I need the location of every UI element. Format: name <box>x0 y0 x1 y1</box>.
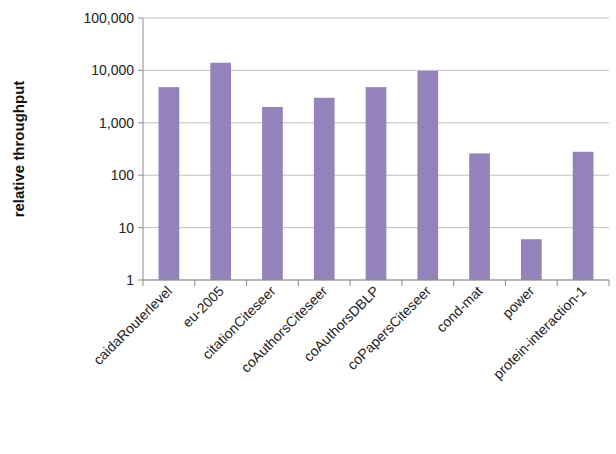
y-tick <box>138 227 143 228</box>
y-tick <box>138 70 143 71</box>
x-tick <box>453 280 454 286</box>
bar <box>573 152 594 280</box>
y-tick-label: 100 <box>111 167 135 183</box>
x-axis-line <box>143 280 609 281</box>
x-tick-label: caidaRouterlevel <box>90 283 175 368</box>
y-tick <box>138 18 143 19</box>
bar <box>417 71 438 280</box>
chart-svg: 1 10 100 1,000 10,000 100,000 caidaRouterlevel… <box>0 0 616 454</box>
y-tick-label: 10,000 <box>91 62 134 78</box>
y-tick-label: 10 <box>118 220 134 236</box>
bar <box>314 98 335 280</box>
bar <box>521 239 542 280</box>
x-tick <box>194 280 195 286</box>
y-axis-line <box>143 18 144 280</box>
x-tick-label: cond-mat <box>433 283 486 336</box>
x-tick <box>557 280 558 286</box>
x-tick-label: coAuthorsCiteseer <box>238 283 331 376</box>
bar <box>262 107 283 280</box>
y-tick-label: 100,000 <box>83 10 134 26</box>
bars <box>159 63 594 280</box>
chart-container: 1 10 100 1,000 10,000 100,000 caidaRouterlevel… <box>0 0 616 454</box>
y-tick <box>138 122 143 123</box>
y-axis-label: relative throughput <box>10 81 27 218</box>
x-tick-label: coPapersCiteseer <box>344 283 434 373</box>
y-tick <box>138 175 143 176</box>
x-tick-label: protein-interaction-1 <box>490 283 590 383</box>
grid-line <box>143 18 609 19</box>
x-tick <box>246 280 247 286</box>
x-tick <box>298 280 299 286</box>
bar <box>366 87 387 280</box>
bar <box>159 87 180 280</box>
y-tick-label: 1 <box>126 272 134 288</box>
bar <box>210 63 231 280</box>
x-tick <box>350 280 351 286</box>
x-tick-label: power <box>499 283 538 322</box>
y-tick <box>138 280 143 281</box>
y-tick-label: 1,000 <box>99 115 134 131</box>
grid-line <box>143 280 609 281</box>
x-tick <box>143 280 144 286</box>
x-tick <box>505 280 506 286</box>
x-tick <box>609 280 610 286</box>
x-tick-label: eu-2005 <box>179 283 227 331</box>
bar <box>469 153 490 280</box>
x-tick <box>401 280 402 286</box>
